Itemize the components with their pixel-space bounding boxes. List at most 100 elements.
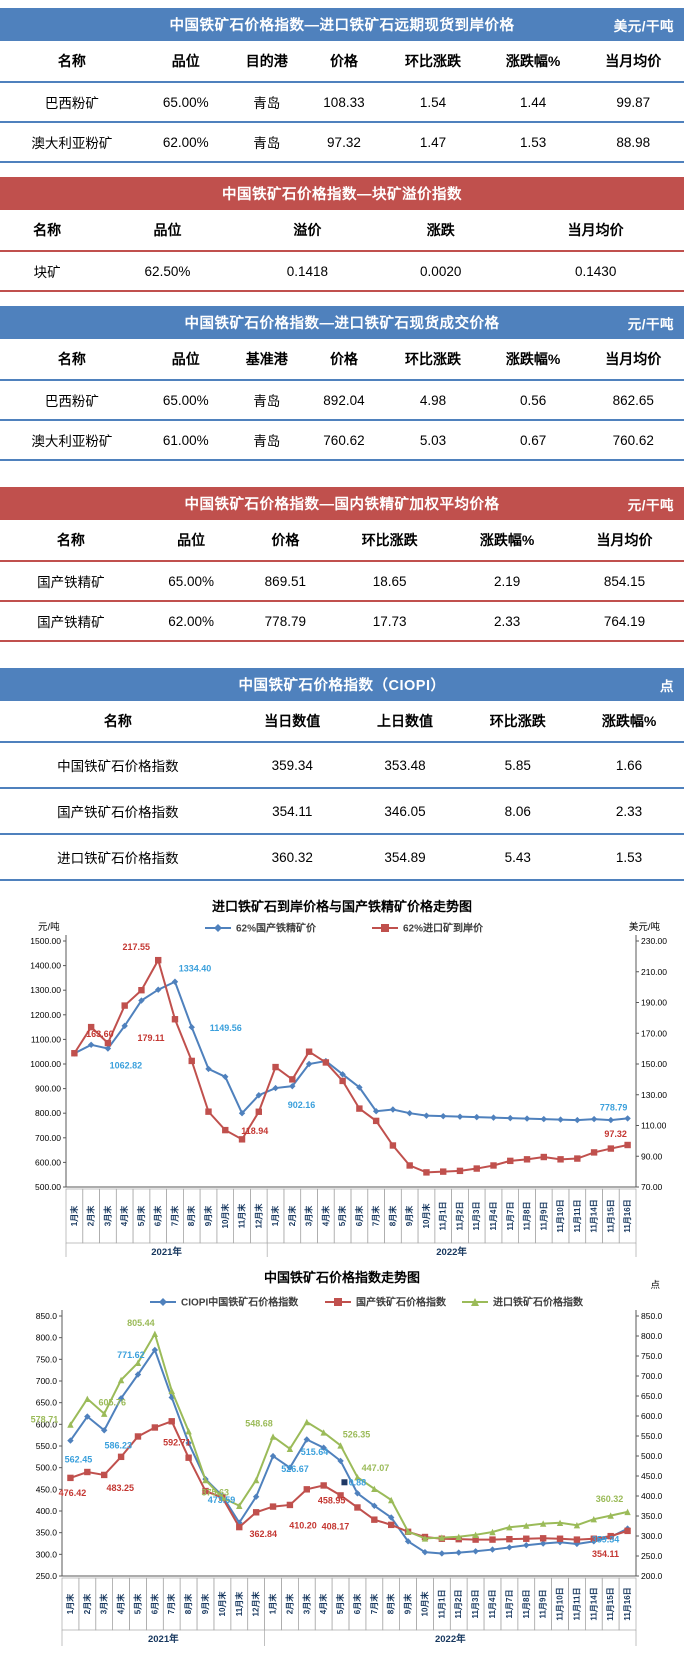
svg-text:5月末: 5月末 <box>136 1206 146 1226</box>
table-cell: 778.79 <box>240 601 330 641</box>
svg-text:200.0: 200.0 <box>641 1571 663 1581</box>
column-header: 品位 <box>144 41 228 82</box>
table-cell: 764.19 <box>565 601 684 641</box>
column-header: 涨跌幅% <box>484 339 583 380</box>
svg-text:9月末: 9月末 <box>203 1206 213 1226</box>
svg-text:217.55: 217.55 <box>122 942 150 952</box>
svg-text:70.00: 70.00 <box>641 1182 663 1192</box>
svg-text:360.32: 360.32 <box>596 1494 624 1504</box>
svg-text:12月末: 12月末 <box>253 1204 263 1229</box>
column-header: 涨跌幅% <box>574 701 684 742</box>
table-cell: 4.98 <box>382 380 483 420</box>
svg-text:1月末: 1月末 <box>268 1594 278 1614</box>
table-cell: 65.00% <box>144 82 228 122</box>
column-header: 环比涨跌 <box>382 339 483 380</box>
svg-text:2月末: 2月末 <box>284 1594 294 1614</box>
table-cell: 中国铁矿石价格指数 <box>0 742 236 788</box>
svg-text:902.16: 902.16 <box>288 1100 316 1110</box>
svg-text:850.0: 850.0 <box>36 1311 58 1321</box>
svg-text:600.0: 600.0 <box>641 1411 663 1421</box>
svg-text:62%国产铁精矿价: 62%国产铁精矿价 <box>236 922 317 935</box>
table-cell: 国产铁精矿 <box>0 561 142 601</box>
svg-text:3月末: 3月末 <box>99 1594 109 1614</box>
svg-text:800.0: 800.0 <box>641 1331 663 1341</box>
table-cell: 0.56 <box>484 380 583 420</box>
column-header: 品位 <box>94 210 241 251</box>
svg-text:562.45: 562.45 <box>65 1455 93 1465</box>
svg-text:179.11: 179.11 <box>137 1033 164 1043</box>
svg-text:350.0: 350.0 <box>36 1528 58 1538</box>
svg-text:11月末: 11月末 <box>234 1592 244 1616</box>
svg-text:350.0: 350.0 <box>641 1511 663 1521</box>
svg-text:1月末: 1月末 <box>69 1206 79 1226</box>
table-title: 中国铁矿石价格指数—进口铁矿石远期现货到岸价格 <box>170 14 515 35</box>
column-header: 名称 <box>0 520 142 561</box>
column-header: 品位 <box>142 520 241 561</box>
svg-text:1100.00: 1100.00 <box>31 1034 61 1044</box>
svg-text:9月末: 9月末 <box>404 1206 414 1226</box>
svg-text:163.60: 163.60 <box>86 1029 114 1039</box>
svg-text:483.25: 483.25 <box>106 1483 134 1493</box>
table-cell: 5.43 <box>461 834 574 880</box>
svg-text:5月末: 5月末 <box>132 1594 142 1614</box>
column-header: 溢价 <box>241 210 374 251</box>
svg-text:750.0: 750.0 <box>641 1351 663 1361</box>
table-cell: 8.06 <box>461 788 574 834</box>
svg-text:6月末: 6月末 <box>354 1206 364 1226</box>
svg-text:2022年: 2022年 <box>436 1246 467 1257</box>
svg-text:11月9日: 11月9日 <box>539 1202 548 1231</box>
table-cell: 0.1418 <box>241 251 374 291</box>
svg-text:250.0: 250.0 <box>641 1551 663 1561</box>
svg-text:800.0: 800.0 <box>36 1333 58 1343</box>
table-import-forward-price: 中国铁矿石价格指数—进口铁矿石远期现货到岸价格 美元/干吨 名称品位目的港价格环… <box>0 8 684 163</box>
svg-text:11月11日: 11月11日 <box>573 1200 582 1233</box>
svg-text:526.67: 526.67 <box>281 1464 309 1474</box>
svg-text:578.71: 578.71 <box>31 1415 59 1425</box>
svg-text:11月14日: 11月14日 <box>590 1199 599 1232</box>
svg-text:473.59: 473.59 <box>208 1495 236 1505</box>
svg-text:11月3日: 11月3日 <box>471 1590 480 1619</box>
table-cell: 18.65 <box>330 561 449 601</box>
svg-text:1500.00: 1500.00 <box>30 936 61 946</box>
svg-text:210.00: 210.00 <box>641 967 667 977</box>
svg-text:6月末: 6月末 <box>149 1594 159 1614</box>
svg-text:586.23: 586.23 <box>104 1440 132 1450</box>
svg-text:359.34: 359.34 <box>592 1535 620 1545</box>
table-title-bar: 中国铁矿石价格指数—块矿溢价指数 <box>0 177 684 210</box>
svg-text:2021年: 2021年 <box>148 1633 179 1645</box>
svg-text:850.0: 850.0 <box>641 1311 663 1321</box>
column-header: 名称 <box>0 41 144 82</box>
table-cell: 5.85 <box>461 742 574 788</box>
table-cell: 2.19 <box>449 561 565 601</box>
column-header: 环比涨跌 <box>330 520 449 561</box>
svg-text:美元/吨: 美元/吨 <box>629 921 661 933</box>
svg-text:7月末: 7月末 <box>166 1594 176 1614</box>
table-cell: 1.44 <box>484 82 583 122</box>
svg-text:526.35: 526.35 <box>343 1429 371 1439</box>
svg-text:62%进口矿到岸价: 62%进口矿到岸价 <box>403 922 484 935</box>
table-cell: 359.34 <box>236 742 349 788</box>
table-title-bar: 中国铁矿石价格指数—进口铁矿石现货成交价格 元/干吨 <box>0 306 684 339</box>
svg-text:500.0: 500.0 <box>36 1463 58 1473</box>
svg-text:中国铁矿石价格指数走势图: 中国铁矿石价格指数走势图 <box>264 1270 420 1285</box>
column-header: 当月均价 <box>565 520 684 561</box>
svg-text:9月末: 9月末 <box>403 1594 413 1614</box>
table-cell: 巴西粉矿 <box>0 380 144 420</box>
svg-text:10月末: 10月末 <box>217 1592 227 1617</box>
svg-text:2月末: 2月末 <box>287 1206 297 1226</box>
svg-text:11月7日: 11月7日 <box>505 1590 514 1619</box>
svg-text:11月2日: 11月2日 <box>455 1202 464 1231</box>
table-cell: 62.50% <box>94 251 241 291</box>
table-title-bar: 中国铁矿石价格指数—国内铁精矿加权平均价格 元/干吨 <box>0 487 684 520</box>
table-title-bar: 中国铁矿石价格指数（CIOPI） 点 <box>0 668 684 701</box>
svg-text:1334.40: 1334.40 <box>179 964 212 974</box>
column-header: 名称 <box>0 339 144 380</box>
svg-text:800.00: 800.00 <box>35 1108 61 1118</box>
